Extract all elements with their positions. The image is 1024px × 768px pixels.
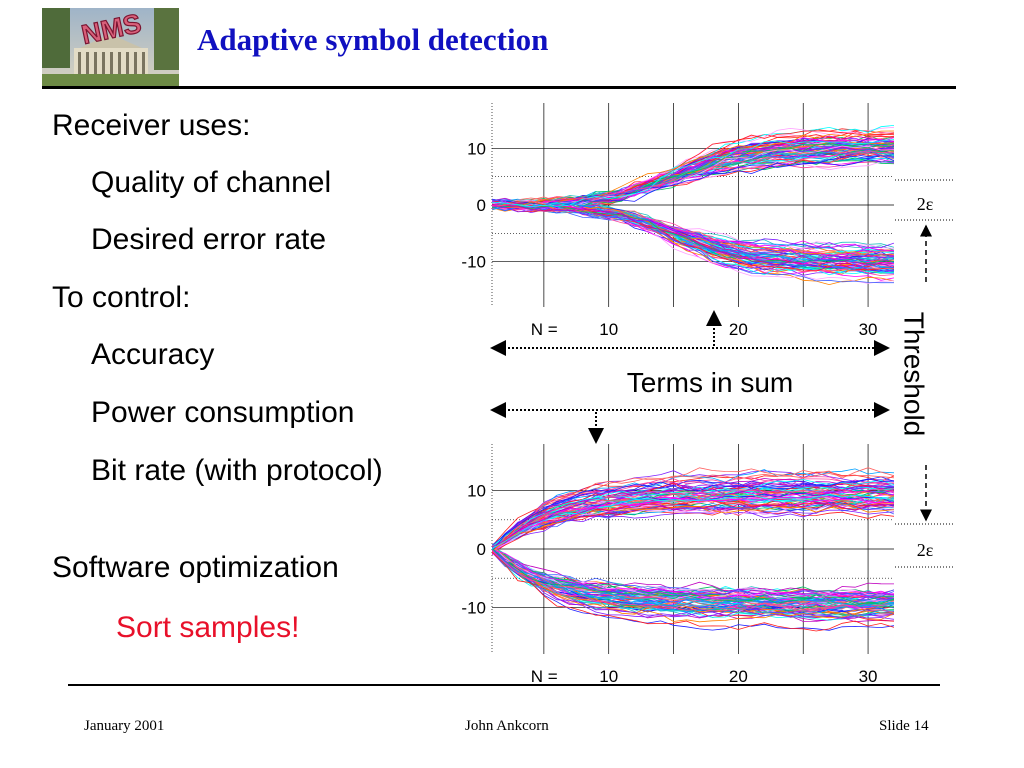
footer-date: January 2001 (84, 718, 165, 734)
series-line (492, 206, 894, 268)
threshold-label: Threshold (899, 312, 930, 437)
x-tick-label: 10 (599, 667, 618, 686)
series-line (492, 548, 894, 605)
footer-slide-number: Slide 14 (879, 718, 929, 734)
chart-top-series (492, 125, 894, 286)
series-line (492, 470, 894, 548)
series-line (492, 552, 894, 598)
series-line (492, 551, 894, 618)
nms-logo: NMS (42, 8, 179, 86)
series-line (492, 489, 894, 554)
series-line (492, 202, 894, 270)
series-line (492, 198, 894, 284)
series-line (492, 476, 894, 551)
series-line (492, 485, 894, 548)
x-axis-prefix-label: N = (531, 320, 558, 339)
series-line (492, 139, 894, 208)
series-line (492, 207, 894, 250)
bullet-receiver-uses: Receiver uses: (52, 109, 251, 142)
bullet-desired-error-rate: Desired error rate (91, 223, 327, 256)
series-line (492, 550, 894, 613)
series-line (492, 202, 894, 259)
series-line (492, 549, 894, 599)
chart-bottom-grid (491, 444, 894, 654)
y-tick-label: -10 (461, 598, 486, 617)
series-line (492, 494, 894, 551)
series-line (492, 204, 894, 268)
bullet-bit-rate: Bit rate (with protocol) (91, 454, 383, 487)
x-tick-label: 20 (729, 320, 748, 339)
chart-bottom-series (492, 467, 894, 632)
footer-author: John Ankcorn (465, 718, 549, 734)
series-line (492, 473, 894, 553)
x-tick-label: 30 (859, 667, 878, 686)
y-tick-label: 10 (467, 482, 486, 501)
bullet-power-consumption: Power consumption (91, 396, 355, 429)
series-line (492, 551, 894, 632)
series-line (492, 549, 894, 620)
x-tick-label: 30 (859, 320, 878, 339)
bullet-to-control: To control: (52, 281, 191, 314)
chart-top: 10 0 -10 N = 10 20 30 (461, 103, 894, 339)
series-line (492, 467, 894, 554)
bullet-sort-samples: Sort samples! (116, 611, 300, 644)
series-line (492, 204, 894, 256)
y-tick-label: -10 (461, 253, 486, 272)
chart-bottom: 10 0 -10 N = 10 20 30 (461, 444, 894, 686)
title-divider (42, 86, 956, 89)
series-line (492, 145, 894, 209)
bullet-accuracy: Accuracy (91, 338, 215, 371)
series-line (492, 478, 894, 552)
epsilon-bottom-label: 2ε (917, 540, 934, 560)
bullet-quality-of-channel: Quality of channel (91, 166, 332, 199)
series-line (492, 502, 894, 548)
x-axis-prefix-label: N = (531, 667, 558, 686)
terms-in-sum-label: Terms in sum (627, 367, 793, 398)
series-line (492, 150, 894, 207)
y-tick-label: 0 (477, 196, 486, 215)
series-line (492, 202, 894, 276)
series-line (492, 143, 894, 209)
series-line (492, 205, 894, 262)
series-line (492, 502, 894, 552)
series-line (492, 548, 894, 607)
series-line (492, 130, 894, 208)
series-line (492, 479, 894, 552)
series-line (492, 503, 894, 552)
series-line (492, 549, 894, 631)
y-tick-label: 10 (467, 139, 486, 158)
series-line (492, 144, 894, 206)
series-line (492, 549, 894, 623)
epsilon-top-label: 2ε (917, 194, 934, 214)
series-line (492, 545, 894, 606)
x-tick-label: 20 (729, 667, 748, 686)
x-tick-label: 10 (599, 320, 618, 339)
slide-title: Adaptive symbol detection (197, 22, 549, 57)
series-line (492, 201, 894, 257)
series-line (492, 550, 894, 607)
footer-divider (68, 684, 940, 686)
y-tick-label: 0 (477, 540, 486, 559)
bullet-software-optimization: Software optimization (52, 551, 339, 584)
series-line (492, 548, 894, 595)
